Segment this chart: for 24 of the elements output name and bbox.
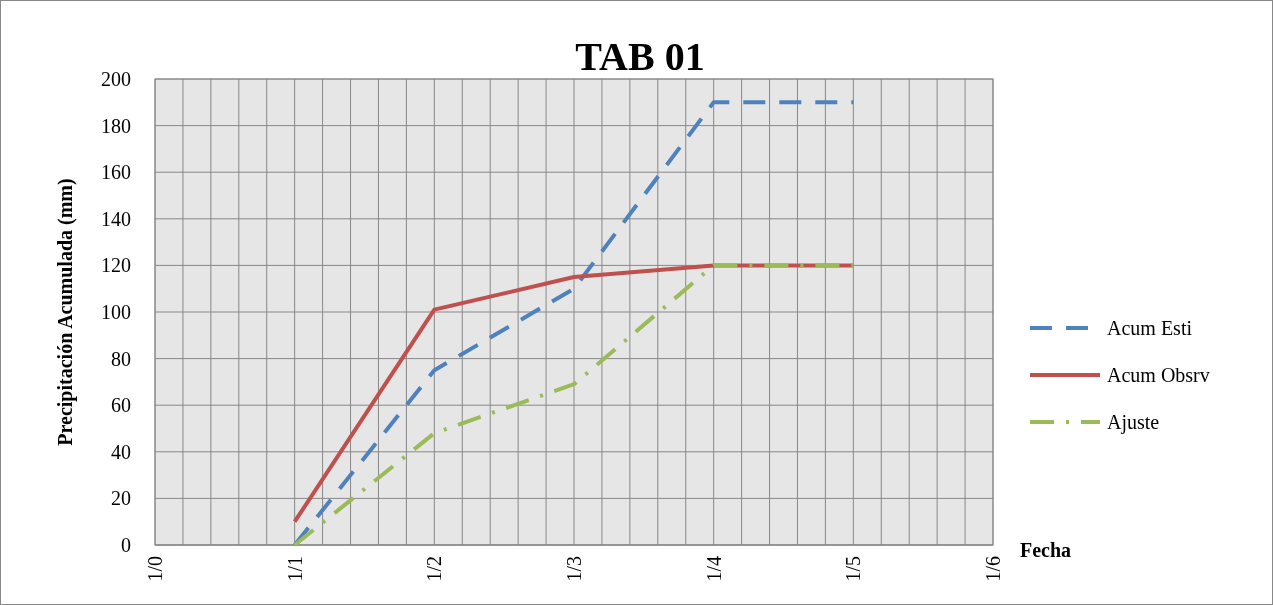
legend-label: Acum Obsrv [1107, 364, 1210, 386]
y-tick-label: 120 [101, 254, 131, 277]
y-tick-label: 80 [111, 347, 131, 370]
y-axis-title: Precipitación Acumulada (mm) [54, 178, 77, 446]
chart-title: TAB 01 [575, 34, 705, 79]
y-tick-label: 60 [111, 394, 131, 417]
x-tick-label: 1/4 [702, 556, 725, 582]
x-tick-label: 1/1 [283, 556, 306, 582]
x-tick-label: 1/0 [144, 556, 166, 582]
x-tick-label: 1/5 [842, 556, 865, 582]
x-tick-label: 1/3 [563, 556, 585, 582]
y-tick-label: 140 [101, 207, 131, 230]
x-tick-label: 1/2 [423, 556, 446, 582]
x-tick-label: 1/6 [982, 556, 1004, 582]
y-tick-label: 200 [101, 68, 131, 90]
legend-label: Ajuste [1107, 411, 1160, 434]
y-tick-label: 160 [101, 161, 131, 184]
x-axis-title: Fecha [1020, 539, 1072, 561]
y-tick-label: 20 [111, 487, 131, 510]
y-tick-label: 0 [121, 534, 131, 556]
y-tick-label: 40 [111, 440, 131, 463]
y-tick-label: 100 [101, 301, 131, 323]
y-tick-label: 180 [101, 114, 131, 137]
legend-label: Acum Esti [1107, 317, 1193, 339]
